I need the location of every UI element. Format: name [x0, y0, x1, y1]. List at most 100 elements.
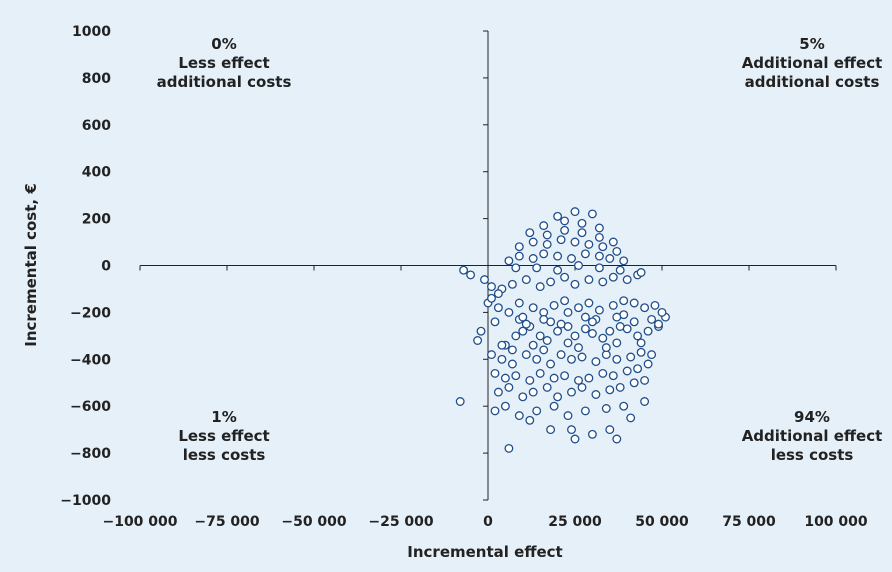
data-point	[636, 347, 646, 357]
data-point	[560, 216, 570, 226]
quadrant-label-line: less costs	[183, 446, 266, 464]
y-tick-label: 600	[82, 118, 111, 134]
data-point	[640, 397, 650, 406]
data-point	[587, 429, 597, 439]
data-point	[532, 354, 542, 364]
data-point	[480, 275, 489, 285]
data-point	[594, 232, 604, 242]
y-tick-label: 200	[82, 212, 111, 228]
data-point	[563, 307, 573, 317]
data-point	[574, 261, 583, 270]
data-point	[546, 359, 556, 369]
data-point	[525, 375, 535, 385]
data-point	[553, 251, 563, 261]
data-point	[580, 312, 590, 322]
data-point	[487, 293, 496, 303]
data-point	[570, 279, 580, 289]
data-point	[612, 434, 622, 444]
axes	[139, 30, 837, 501]
data-point	[549, 300, 559, 310]
y-tick-label: −200	[70, 305, 111, 321]
data-point	[528, 237, 538, 247]
data-point	[605, 385, 615, 395]
data-point	[560, 225, 570, 235]
data-point	[643, 359, 653, 369]
data-point	[612, 354, 622, 364]
data-point	[542, 230, 552, 240]
data-point	[539, 314, 549, 324]
data-point	[594, 305, 604, 315]
data-point	[577, 382, 587, 392]
data-point	[504, 307, 514, 317]
quadrant-label-bottom-left: 1% Less effect less costs	[178, 408, 269, 464]
data-point	[514, 298, 524, 308]
data-point	[518, 312, 528, 322]
data-point	[605, 254, 615, 263]
data-point	[490, 317, 500, 327]
data-point	[525, 228, 535, 238]
data-point	[514, 242, 524, 252]
data-point	[647, 350, 657, 360]
data-point	[521, 350, 531, 360]
data-point	[553, 326, 563, 336]
data-points	[455, 207, 670, 453]
data-point	[570, 207, 580, 217]
data-point	[500, 401, 510, 411]
x-tick-label: −75 000	[194, 514, 260, 530]
data-point	[532, 406, 542, 416]
data-point	[605, 425, 615, 435]
data-point	[608, 237, 618, 247]
data-point	[507, 279, 517, 289]
quadrant-label-line: Additional effect	[742, 427, 883, 445]
data-point	[535, 331, 545, 341]
data-point	[622, 275, 632, 285]
quadrant-label-line: additional costs	[157, 73, 292, 91]
y-tick-label: −1000	[60, 493, 111, 509]
data-point	[549, 401, 559, 411]
data-point	[553, 211, 563, 221]
quadrant-label-line: 1%	[211, 408, 236, 426]
data-point	[567, 387, 576, 397]
data-point	[580, 249, 590, 259]
data-point	[570, 237, 580, 247]
data-point	[570, 434, 580, 444]
data-point	[598, 333, 608, 343]
quadrant-label-top-left: 0% Less effect additional costs	[157, 35, 292, 91]
data-point	[587, 317, 597, 327]
data-point	[594, 251, 604, 261]
data-point	[504, 443, 514, 453]
data-point	[574, 375, 583, 385]
data-point	[577, 228, 587, 238]
data-point	[525, 415, 535, 425]
data-point	[580, 324, 590, 334]
data-point	[598, 368, 608, 378]
data-point	[647, 314, 657, 324]
data-point	[612, 312, 622, 322]
data-point	[490, 368, 500, 378]
data-point	[549, 373, 559, 383]
tick-labels: −100 000 −75 000 −50 000 −25 000 0 25 000 50 0…	[60, 24, 868, 530]
data-point	[514, 251, 524, 261]
y-tick-label: −400	[70, 352, 111, 368]
data-point	[619, 401, 629, 411]
data-point	[612, 338, 622, 348]
data-point	[615, 382, 625, 392]
data-point	[577, 218, 587, 228]
data-point	[574, 343, 583, 353]
data-point	[560, 371, 570, 381]
x-tick-label: −100 000	[102, 514, 177, 530]
data-point	[487, 282, 496, 292]
data-point	[532, 263, 542, 273]
data-point	[608, 371, 618, 381]
quadrant-label-line: Less effect	[178, 427, 269, 445]
data-point	[584, 239, 594, 249]
data-point	[487, 350, 496, 360]
data-point	[521, 275, 531, 285]
data-point	[633, 331, 643, 341]
data-point	[598, 242, 608, 252]
data-point	[560, 272, 570, 282]
data-point	[601, 343, 611, 353]
x-tick-label: −25 000	[368, 514, 434, 530]
data-point	[563, 338, 573, 348]
